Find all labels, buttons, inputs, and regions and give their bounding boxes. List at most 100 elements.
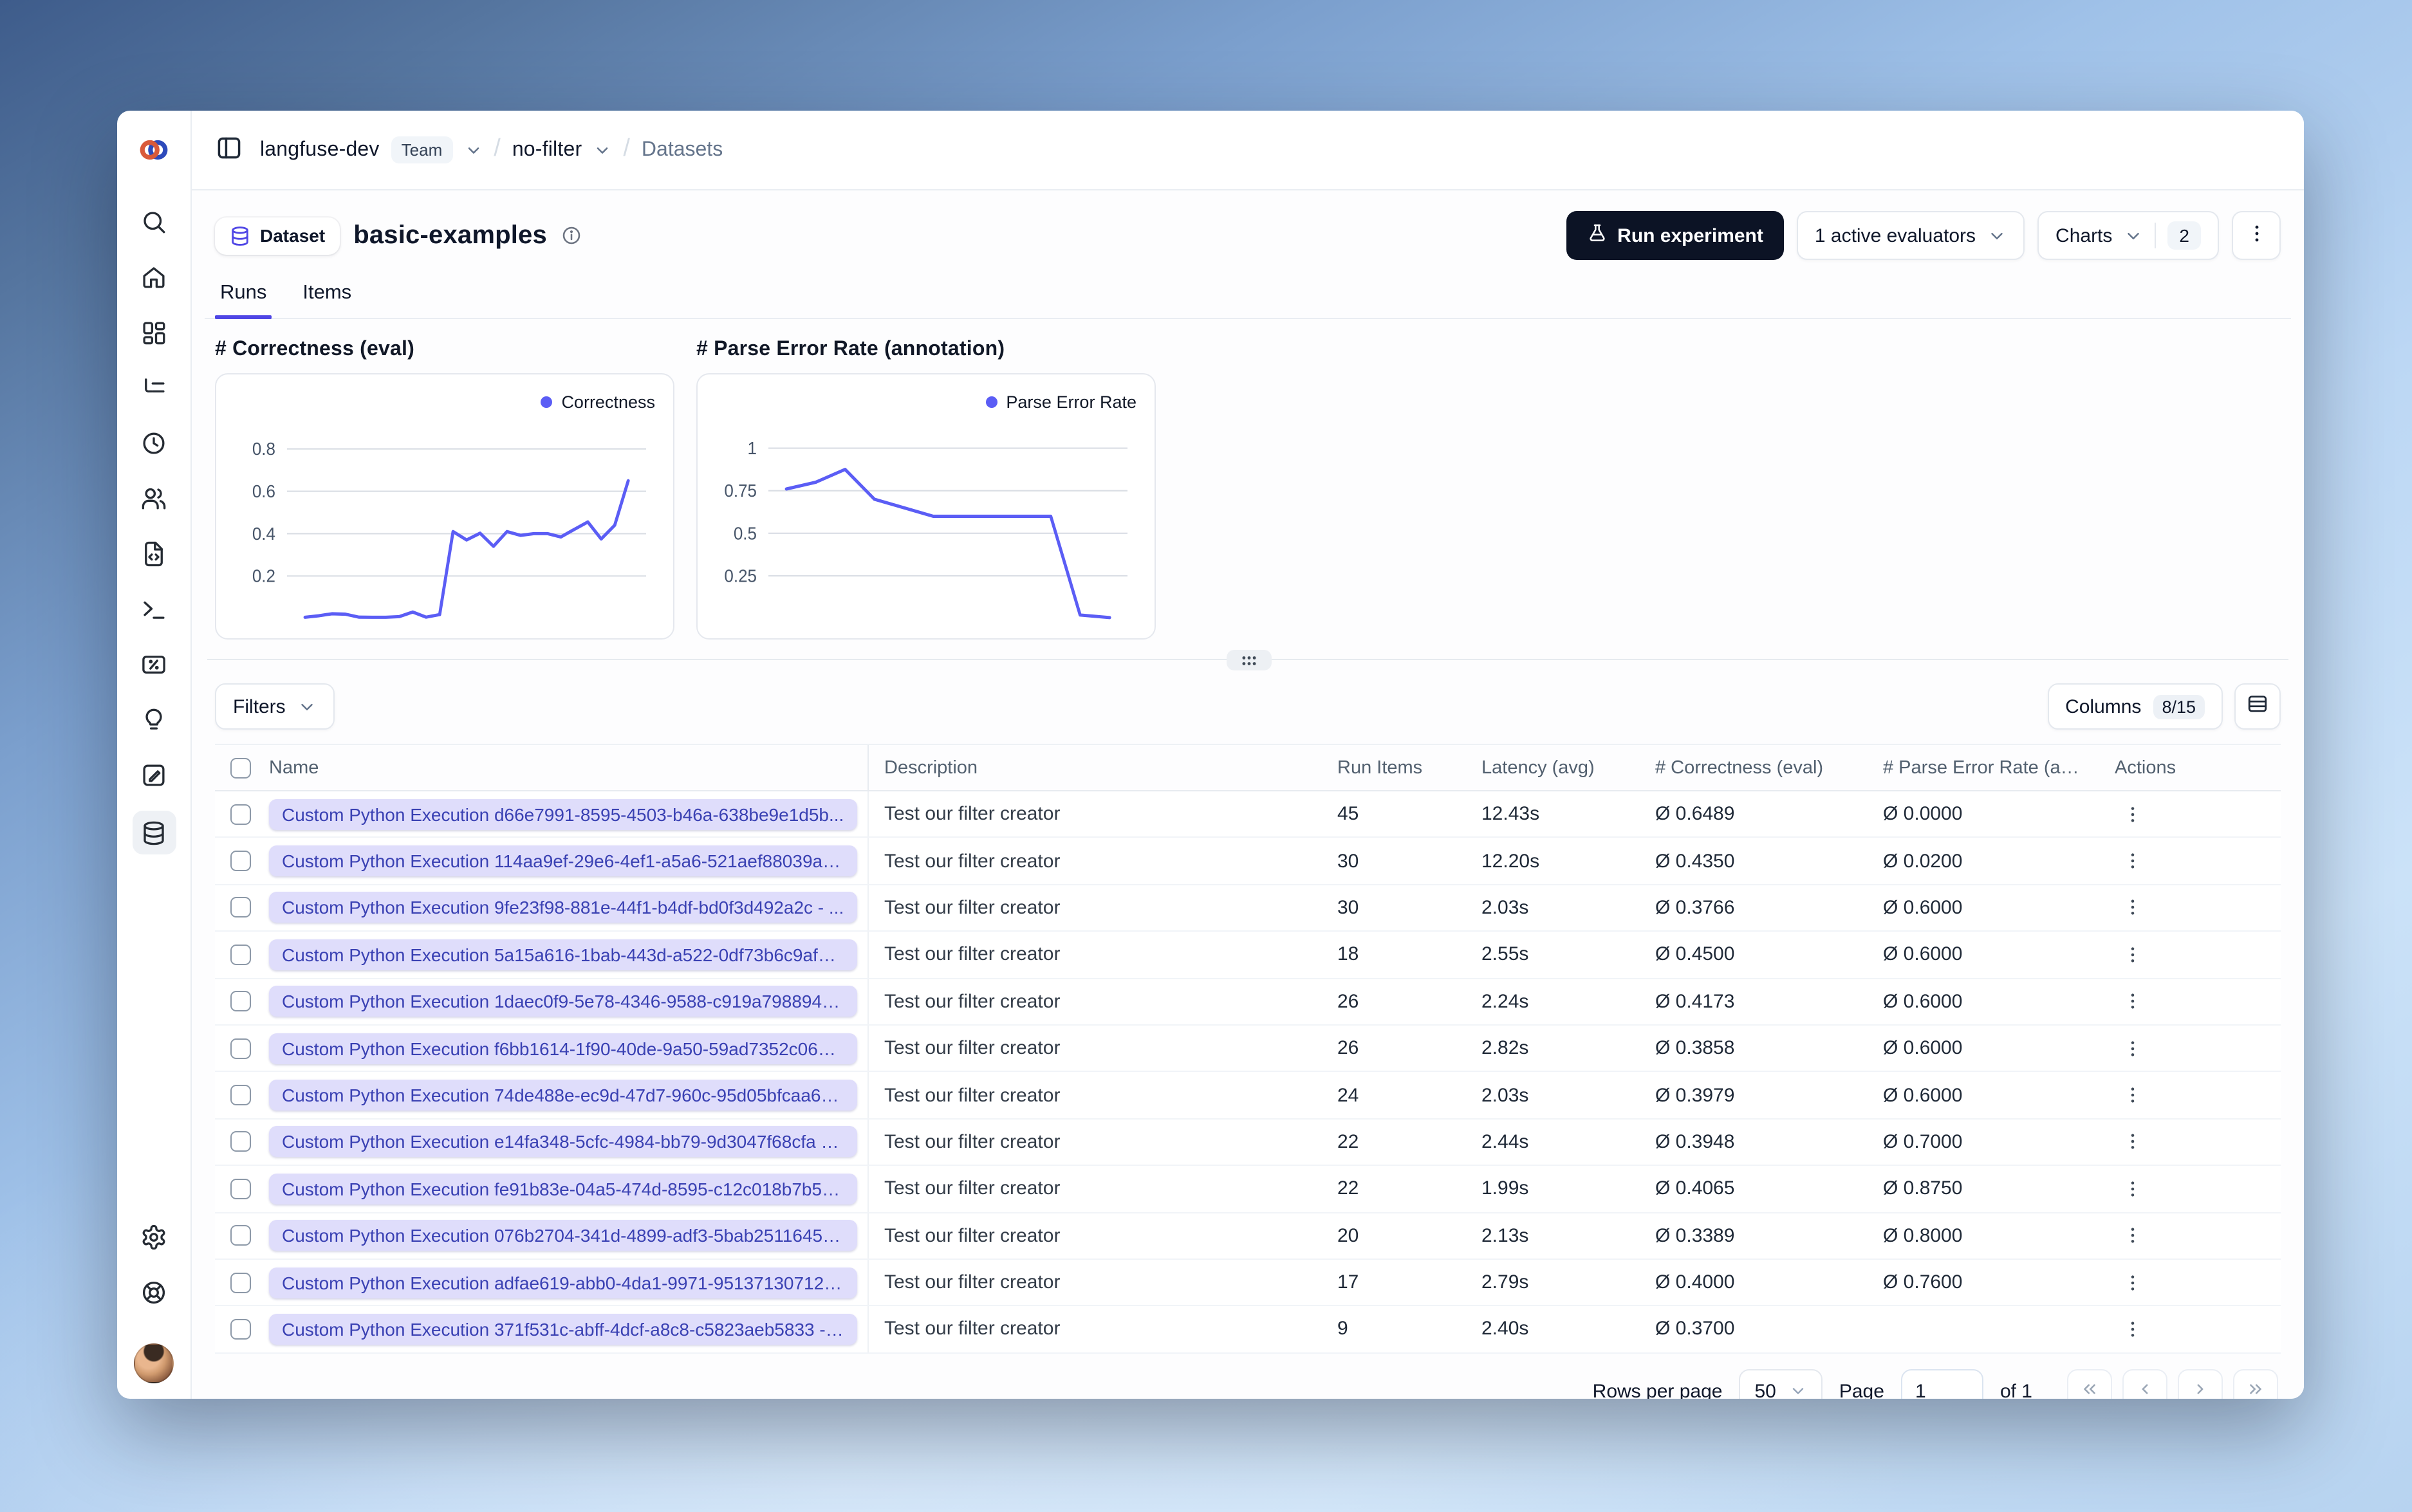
sidebar-item-dashboards[interactable] — [132, 313, 176, 351]
sidebar-item-sessions[interactable] — [132, 423, 176, 462]
kebab-icon — [2122, 945, 2143, 965]
clock-icon — [140, 429, 167, 456]
sidebar-item-home[interactable] — [132, 257, 176, 296]
run-name-link[interactable]: Custom Python Execution 9fe23f98-881e-44… — [269, 892, 857, 923]
charts-toggle-button[interactable]: Charts 2 — [2037, 211, 2219, 260]
previous-page-button[interactable] — [2122, 1369, 2167, 1399]
row-actions-button[interactable] — [2120, 1176, 2146, 1202]
row-actions-button[interactable] — [2120, 848, 2146, 874]
table-row: Custom Python Execution d66e7991-8595-45… — [215, 791, 2281, 838]
sidebar-item-datasets[interactable] — [132, 811, 176, 854]
sidebar-item-users[interactable] — [132, 479, 176, 517]
breadcrumb-project[interactable]: no-filter — [512, 138, 582, 160]
sidebar-item-annotation[interactable] — [132, 755, 176, 794]
chevron-down-icon[interactable] — [464, 141, 482, 159]
chevron-down-icon[interactable] — [593, 141, 611, 159]
sidebar-item-prompts[interactable] — [132, 534, 176, 573]
tab-items[interactable]: Items — [300, 270, 354, 318]
sidebar-item-playground[interactable] — [132, 589, 176, 628]
chevron-down-icon — [1789, 1382, 1807, 1399]
breadcrumb-section[interactable]: Datasets — [641, 138, 723, 160]
run-name-link[interactable]: Custom Python Execution 114aa9ef-29e6-4e… — [269, 845, 857, 877]
row-checkbox[interactable] — [230, 1318, 251, 1340]
run-items-cell: 17 — [1337, 1271, 1359, 1294]
row-checkbox[interactable] — [230, 1038, 251, 1059]
page-more-actions-button[interactable] — [2232, 211, 2281, 260]
row-actions-button[interactable] — [2120, 1222, 2146, 1248]
column-header-description[interactable]: Description — [884, 757, 978, 778]
runs-table: Name Description Run Items Latency (avg)… — [215, 744, 2281, 1354]
column-header-latency[interactable]: Latency (avg) — [1481, 757, 1595, 778]
run-name-link[interactable]: Custom Python Execution 1daec0f9-5e78-43… — [269, 986, 857, 1017]
row-checkbox[interactable] — [230, 991, 251, 1012]
row-checkbox[interactable] — [230, 1085, 251, 1106]
page-number-input[interactable] — [1900, 1369, 1983, 1399]
run-items-cell: 22 — [1337, 1177, 1359, 1200]
chart-block-parse-error: # Parse Error Rate (annotation) Parse Er… — [696, 319, 1156, 640]
row-actions-button[interactable] — [2120, 801, 2146, 827]
row-checkbox[interactable] — [230, 1178, 251, 1199]
bulb-icon — [140, 706, 167, 733]
row-checkbox[interactable] — [230, 1131, 251, 1152]
next-page-button[interactable] — [2178, 1369, 2223, 1399]
sidebar-item-tracing[interactable] — [132, 368, 176, 407]
run-name-link[interactable]: Custom Python Execution 5a15a616-1bab-44… — [269, 939, 857, 970]
run-name-link[interactable]: Custom Python Execution adfae619-abb0-4d… — [269, 1267, 857, 1298]
row-checkbox[interactable] — [230, 851, 251, 872]
column-header-name[interactable]: Name — [266, 745, 869, 790]
run-experiment-button[interactable]: Run experiment — [1566, 211, 1784, 260]
kebab-icon — [2122, 1038, 2143, 1058]
row-actions-button[interactable] — [2120, 1316, 2146, 1342]
column-header-run-items[interactable]: Run Items — [1337, 757, 1423, 778]
run-name-link[interactable]: Custom Python Execution 74de488e-ec9d-47… — [269, 1080, 857, 1111]
svg-text:0.6: 0.6 — [252, 481, 275, 501]
run-name-link[interactable]: Custom Python Execution fe91b83e-04a5-47… — [269, 1173, 857, 1204]
row-checkbox[interactable] — [230, 804, 251, 825]
latency-cell: 2.24s — [1481, 990, 1529, 1013]
run-name-link[interactable]: Custom Python Execution e14fa348-5cfc-49… — [269, 1126, 857, 1157]
sidebar-item-insights[interactable] — [132, 700, 176, 739]
filters-button[interactable]: Filters — [215, 683, 335, 730]
column-header-correctness[interactable]: # Correctness (eval) — [1655, 757, 1824, 778]
row-actions-button[interactable] — [2120, 942, 2146, 968]
row-actions-button[interactable] — [2120, 1035, 2146, 1061]
select-all-checkbox[interactable] — [230, 757, 251, 778]
row-checkbox[interactable] — [230, 944, 251, 965]
avatar[interactable] — [134, 1343, 174, 1383]
sidebar-item-search[interactable] — [132, 202, 176, 241]
row-checkbox-cell — [215, 1272, 266, 1293]
row-checkbox[interactable] — [230, 1225, 251, 1246]
row-checkbox[interactable] — [230, 897, 251, 918]
app-window: langfuse-dev Team / no-filter / Datasets… — [117, 111, 2304, 1399]
run-description-cell: Test our filter creator — [884, 943, 1061, 966]
row-actions-button[interactable] — [2120, 895, 2146, 921]
row-actions-button[interactable] — [2120, 989, 2146, 1015]
run-name-link[interactable]: Custom Python Execution f6bb1614-1f90-40… — [269, 1033, 857, 1064]
run-name-link[interactable]: Custom Python Execution d66e7991-8595-45… — [269, 798, 857, 830]
breadcrumb-org[interactable]: langfuse-dev — [260, 138, 380, 160]
sidebar-item-support[interactable] — [132, 1273, 176, 1311]
first-page-button[interactable] — [2067, 1369, 2112, 1399]
row-actions-button[interactable] — [2120, 1129, 2146, 1155]
correctness-cell: Ø 0.4173 — [1655, 990, 1735, 1013]
page-label: Page — [1839, 1380, 1884, 1399]
resize-grip-handle[interactable] — [1226, 650, 1271, 670]
row-actions-button[interactable] — [2120, 1082, 2146, 1108]
row-actions-button[interactable] — [2120, 1269, 2146, 1295]
run-name-link[interactable]: Custom Python Execution 076b2704-341d-48… — [269, 1220, 857, 1251]
sidebar-item-scores[interactable] — [132, 645, 176, 683]
rows-per-page-select[interactable]: 50 — [1739, 1369, 1823, 1399]
last-page-button[interactable] — [2233, 1369, 2278, 1399]
active-evaluators-button[interactable]: 1 active evaluators — [1796, 211, 2025, 260]
column-header-parse-error[interactable]: # Parse Error Rate (an... — [1883, 757, 2086, 778]
tab-runs[interactable]: Runs — [214, 270, 272, 319]
run-name-link[interactable]: Custom Python Execution 371f531c-abff-4d… — [269, 1313, 857, 1345]
info-icon[interactable] — [561, 225, 582, 246]
row-height-button[interactable] — [2234, 683, 2281, 730]
columns-label: Columns — [2065, 696, 2142, 717]
columns-button[interactable]: Columns 8/15 — [2047, 683, 2223, 730]
lifebuoy-icon — [140, 1278, 167, 1305]
row-checkbox[interactable] — [230, 1272, 251, 1293]
sidebar-toggle-button[interactable] — [215, 134, 243, 166]
sidebar-item-settings[interactable] — [132, 1217, 176, 1256]
